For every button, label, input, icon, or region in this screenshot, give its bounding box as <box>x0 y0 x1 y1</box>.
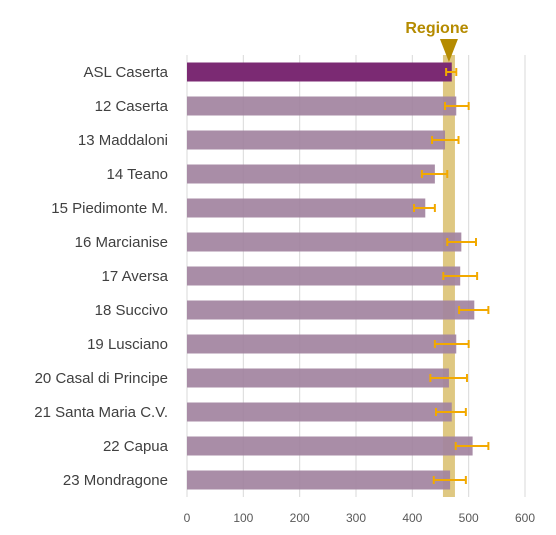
x-tick-label-100: 100 <box>233 511 253 525</box>
bar-23-mondragone <box>187 470 451 490</box>
x-tick-label-600: 600 <box>515 511 535 525</box>
bar-14-teano <box>187 164 435 184</box>
bar-21-santa-maria-c-v <box>187 402 452 422</box>
reference-triangle-icon <box>439 39 458 62</box>
category-label-15-piedimonte-m: 15 Piedimonte M. <box>51 200 168 217</box>
x-tick-label-200: 200 <box>290 511 310 525</box>
bar-12-caserta <box>187 96 457 116</box>
category-label-16-marcianise: 16 Marcianise <box>75 234 168 251</box>
x-tick-label-300: 300 <box>346 511 366 525</box>
x-tick-label-0: 0 <box>184 511 191 525</box>
category-label-20-casal-di-principe: 20 Casal di Principe <box>35 370 168 387</box>
bar-17-aversa <box>187 266 461 286</box>
x-tick-label-400: 400 <box>402 511 422 525</box>
bar-19-lusciano <box>187 334 457 354</box>
bar-15-piedimonte-m <box>187 198 426 218</box>
category-label-21-santa-maria-c-v: 21 Santa Maria C.V. <box>34 404 168 421</box>
category-label-12-caserta: 12 Caserta <box>95 98 169 115</box>
x-axis-ticks: 0 100 200 300 400 500 600 <box>184 511 536 525</box>
reference-marker: Regione <box>405 20 469 62</box>
bars <box>187 62 475 490</box>
bar-13-maddaloni <box>187 130 446 150</box>
category-label-13-maddaloni: 13 Maddaloni <box>78 132 168 149</box>
category-label-18-succivo: 18 Succivo <box>95 302 168 319</box>
reference-label: Regione <box>405 20 468 37</box>
category-label-asl-caserta: ASL Caserta <box>84 64 169 81</box>
bar-asl-caserta <box>187 62 452 82</box>
category-label-19-lusciano: 19 Lusciano <box>87 336 168 353</box>
category-labels: ASL Caserta 12 Caserta 13 Maddaloni 14 Tean… <box>34 64 168 489</box>
error-bars <box>413 68 490 484</box>
bar-18-succivo <box>187 300 475 320</box>
category-label-14-teano: 14 Teano <box>107 166 168 183</box>
bar-22-capua <box>187 436 473 456</box>
category-label-17-aversa: 17 Aversa <box>102 268 169 285</box>
category-label-23-mondragone: 23 Mondragone <box>63 472 168 489</box>
x-tick-label-500: 500 <box>459 511 479 525</box>
category-label-22-capua: 22 Capua <box>103 438 169 455</box>
bar-16-marcianise <box>187 232 462 252</box>
bar-20-casal-di-principe <box>187 368 449 388</box>
